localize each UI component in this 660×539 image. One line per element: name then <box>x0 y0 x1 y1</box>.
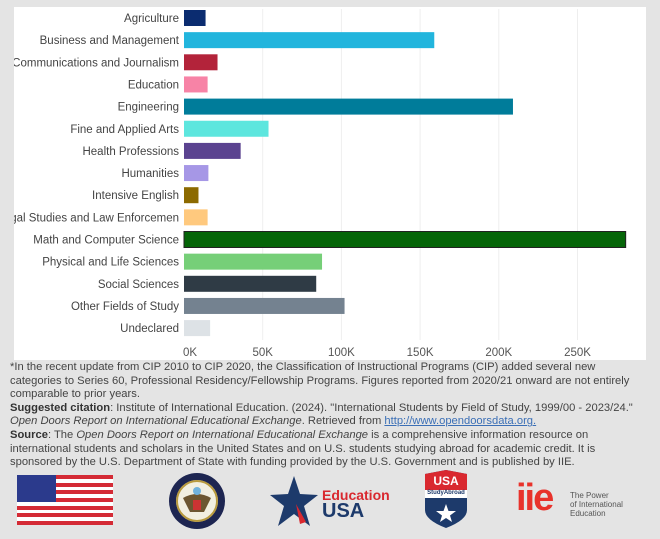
x-tick-label: 150K <box>407 347 434 359</box>
bar <box>184 10 206 26</box>
opendoors-link[interactable]: http://www.opendoorsdata.org. <box>384 415 537 428</box>
category-label: Communications and Journalism <box>14 57 179 69</box>
us-flag-logo <box>17 475 113 525</box>
bar <box>184 54 218 71</box>
category-label: Engineering <box>118 102 179 114</box>
category-label: Education <box>128 79 179 91</box>
category-label: Social Sciences <box>98 279 179 291</box>
x-tick-label: 200K <box>485 347 512 359</box>
bar <box>184 297 345 314</box>
bar <box>184 120 269 137</box>
x-tick-label: 50K <box>252 347 273 359</box>
usa-study-abroad-logo: USA StudyAbroad <box>425 470 467 528</box>
category-label: Business and Management <box>40 35 180 47</box>
state-department-seal-logo <box>169 473 225 529</box>
bar <box>184 253 323 270</box>
x-tick-label: 100K <box>328 347 355 359</box>
citation-retrieved: . Retrieved from <box>301 415 385 428</box>
source-title: Open Doors Report on International Educa… <box>76 428 369 441</box>
iie-tagline-3: Education <box>570 509 606 518</box>
bar <box>184 209 208 226</box>
category-label: Undeclared <box>120 323 179 335</box>
category-label: Humanities <box>121 168 179 180</box>
category-label: Math and Computer Science <box>33 235 179 247</box>
bar <box>183 231 627 248</box>
iie-text: iie <box>516 477 554 519</box>
source-label: Source <box>10 428 48 441</box>
source-text: is a comprehensive information resource … <box>10 428 596 469</box>
iie-tagline: The Power of International Education <box>570 491 623 518</box>
bar <box>184 187 199 204</box>
category-label: Legal Studies and Law Enforcemen <box>14 212 179 224</box>
iie-logo: iie The Power of International Education <box>516 476 636 526</box>
bar <box>184 76 208 93</box>
iie-tagline-2: of International <box>570 500 623 509</box>
source-pre: : The <box>47 428 77 441</box>
study-abroad-text: StudyAbroad <box>427 490 465 496</box>
citation-label: Suggested citation <box>10 401 111 414</box>
logo-row: Education USA USA StudyAbroad iie The Po… <box>0 470 660 530</box>
citation-text: : Institute of International Education. … <box>110 401 633 414</box>
x-tick-label: 250K <box>564 347 591 359</box>
citation: Suggested citation: Institute of Interna… <box>10 402 646 429</box>
notes: *In the recent update from CIP 2010 to C… <box>10 361 646 470</box>
education-usa-text: Education <box>322 487 390 503</box>
bar <box>184 320 211 337</box>
category-label: Fine and Applied Arts <box>70 124 179 136</box>
star-icon <box>270 476 318 526</box>
education-usa-usa-text: USA <box>322 500 365 522</box>
bar-chart: 0K 50K 100K 150K 200K 250K Agriculture Business… <box>14 9 627 359</box>
citation-title: Open Doors Report on International Educa… <box>10 415 302 428</box>
category-label: Other Fields of Study <box>71 301 179 313</box>
chart-panel: 0K 50K 100K 150K 200K 250K Agriculture Business… <box>14 7 646 360</box>
education-usa-logo: Education USA <box>268 476 390 528</box>
category-label: Intensive English <box>92 190 179 202</box>
iie-tagline-1: The Power <box>570 491 609 500</box>
bar <box>184 142 241 159</box>
source: Source: The Open Doors Report on Interna… <box>10 429 646 470</box>
category-label: Health Professions <box>82 146 179 158</box>
category-label: Physical and Life Sciences <box>42 257 179 269</box>
bar <box>184 275 317 292</box>
x-tick-label: 0K <box>183 347 197 359</box>
bar <box>184 32 435 49</box>
bar <box>184 165 209 182</box>
study-abroad-usa-text: USA <box>433 474 459 488</box>
bar <box>184 98 513 115</box>
category-label: Agriculture <box>124 13 179 25</box>
footnote: *In the recent update from CIP 2010 to C… <box>10 361 630 401</box>
